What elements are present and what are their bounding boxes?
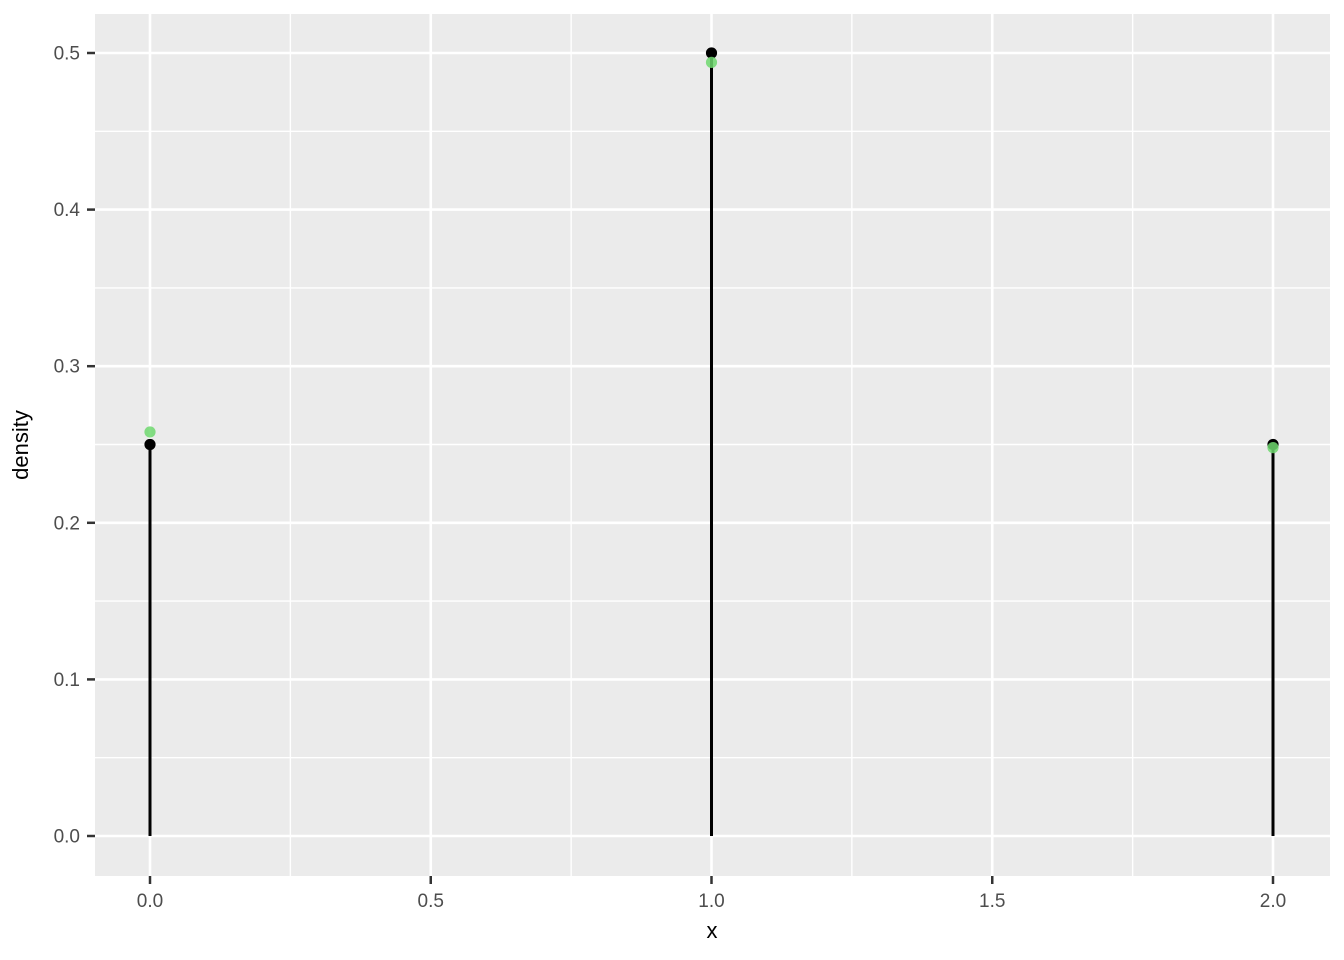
y-axis-title: density	[8, 410, 33, 480]
y-tick-label: 0.0	[54, 827, 80, 848]
green-points-point	[144, 426, 156, 438]
x-tick-label: 1.0	[698, 891, 724, 912]
black-points-point	[705, 47, 718, 59]
black-points-point	[144, 438, 156, 451]
x-tick-label: 1.5	[979, 891, 1005, 912]
y-tick-label: 0.4	[54, 200, 81, 221]
x-tick-label: 0.5	[418, 891, 444, 912]
y-tick-label: 0.3	[54, 357, 80, 378]
x-tick-label: 2.0	[1260, 891, 1286, 912]
x-axis-title: x	[707, 918, 718, 943]
green-points-point	[1267, 442, 1279, 454]
data-layer	[144, 47, 1279, 836]
y-tick-label: 0.1	[54, 670, 80, 691]
axis-layer: 0.0 0.5 1.0 1.5 2.0 0.0 0.1 0.2 0.3 0.4 0.5	[54, 44, 1287, 913]
y-tick-label: 0.2	[54, 513, 80, 534]
green-points-point	[705, 56, 718, 68]
y-tick-label: 0.5	[54, 44, 80, 65]
x-tick-label: 0.0	[137, 891, 163, 912]
